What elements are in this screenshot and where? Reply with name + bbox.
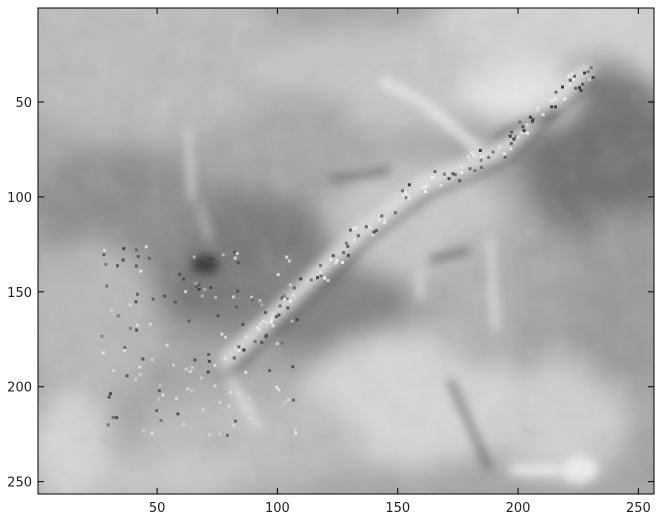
x-tick-label: 100 <box>265 501 290 516</box>
y-tick-label: 250 <box>7 476 32 491</box>
axes-frame <box>37 7 655 495</box>
heatmap-image <box>38 8 654 494</box>
x-tick-label: 200 <box>506 501 531 516</box>
x-tick-label: 250 <box>626 501 651 516</box>
x-axis: 50 100 150 200 250 <box>149 8 651 516</box>
y-tick-label: 100 <box>7 191 32 206</box>
x-tick-label: 50 <box>149 501 166 516</box>
x-tick-label: 150 <box>385 501 410 516</box>
y-tick-label: 200 <box>7 381 32 396</box>
y-axis: 50 100 150 200 250 <box>7 96 654 491</box>
y-tick-label: 50 <box>15 96 32 111</box>
y-tick-label: 150 <box>7 286 32 301</box>
